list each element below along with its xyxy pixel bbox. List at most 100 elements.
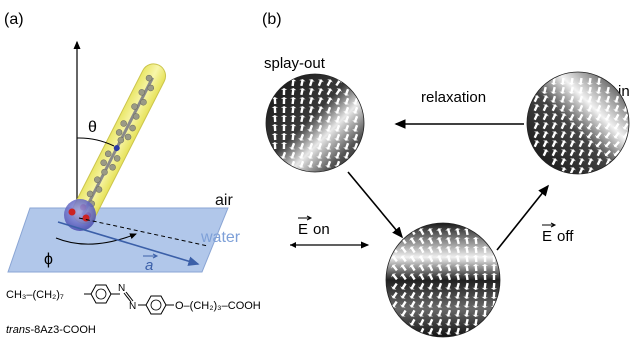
director-arrow xyxy=(445,318,452,326)
director-arrow xyxy=(400,273,407,281)
director-arrow xyxy=(326,97,333,105)
director-arrow xyxy=(409,282,416,290)
director-arrow xyxy=(334,97,341,105)
director-arrow xyxy=(436,327,443,335)
transition-arrow-down xyxy=(347,171,404,239)
director-arrow xyxy=(271,97,279,105)
director-arrow xyxy=(290,106,297,114)
director-arrow xyxy=(472,264,479,272)
transition-arrow-up xyxy=(496,184,549,251)
air-label: air xyxy=(215,192,233,209)
director-arrow xyxy=(280,88,288,96)
director-arrow xyxy=(605,158,612,166)
director-arrow xyxy=(569,122,576,130)
director-arrow xyxy=(427,309,434,317)
director-arrow xyxy=(326,79,333,87)
director-arrow xyxy=(569,158,576,166)
director-arrow xyxy=(271,124,279,132)
director-arrow xyxy=(391,291,398,299)
director-arrow xyxy=(427,318,434,326)
director-arrow xyxy=(463,300,470,308)
director-arrow xyxy=(409,255,416,263)
director-arrow xyxy=(541,86,548,94)
director-arrow xyxy=(577,77,584,85)
director-arrow xyxy=(586,95,593,103)
director-arrow xyxy=(299,79,306,87)
director-arrow xyxy=(445,273,452,281)
director-arrow xyxy=(472,282,479,290)
director-arrow xyxy=(352,142,359,150)
director-arrow xyxy=(454,282,461,290)
director-arrow xyxy=(595,113,602,121)
director-arrow xyxy=(445,282,452,290)
director-arrow xyxy=(317,79,324,87)
director-arrow xyxy=(542,113,549,121)
director-arrow xyxy=(307,142,314,150)
director-arrow xyxy=(298,160,305,168)
director-arrow xyxy=(391,300,398,308)
director-arrow xyxy=(569,140,576,148)
director-arrow xyxy=(533,122,540,130)
director-arrow xyxy=(436,273,443,281)
director-arrow xyxy=(454,309,461,317)
director-arrow xyxy=(271,115,279,123)
director-arrow xyxy=(325,133,332,141)
director-arrow xyxy=(280,115,288,123)
director-arrow xyxy=(427,255,434,263)
director-arrow xyxy=(325,106,332,114)
director-arrow xyxy=(427,228,434,236)
director-arrow xyxy=(343,142,350,150)
director-arrow xyxy=(307,151,314,159)
director-arrow xyxy=(299,124,306,132)
director-arrow xyxy=(596,158,603,166)
director-arrow xyxy=(436,228,443,236)
director-arrow xyxy=(560,113,567,121)
director-arrow xyxy=(290,79,297,87)
field-on-domain-disk xyxy=(385,222,501,338)
relaxation-label: relaxation xyxy=(421,89,486,106)
theta-label: θ xyxy=(88,119,97,136)
director-arrow xyxy=(472,300,479,308)
director-arrow xyxy=(391,255,398,263)
director-arrow xyxy=(299,115,306,123)
director-arrow xyxy=(551,140,558,148)
director-arrow xyxy=(445,300,452,308)
director-arrow xyxy=(400,309,407,317)
director-arrow xyxy=(418,228,425,236)
director-arrow xyxy=(490,282,498,290)
director-arrow xyxy=(604,113,611,121)
director-arrow xyxy=(290,97,297,105)
director-arrow xyxy=(577,113,584,121)
director-arrow xyxy=(335,88,342,96)
director-arrow xyxy=(481,273,489,281)
director-arrow xyxy=(622,131,629,139)
director-arrow xyxy=(454,273,461,281)
director-arrow xyxy=(550,95,557,103)
director-arrow xyxy=(578,149,585,157)
director-arrow xyxy=(463,309,470,317)
director-arrow xyxy=(560,131,567,139)
benzene-ring-2 xyxy=(145,295,167,315)
formula-right: O–(CH₂)₃–COOH xyxy=(175,300,261,312)
director-arrow xyxy=(481,300,488,308)
director-arrow xyxy=(418,309,425,317)
director-arrow xyxy=(445,309,452,317)
director-arrow xyxy=(334,106,341,114)
director-arrow xyxy=(481,264,489,272)
director-arrow xyxy=(343,88,350,96)
molecule-tube xyxy=(72,63,167,224)
director-arrow xyxy=(299,88,306,96)
director-arrow xyxy=(463,246,470,254)
director-arrow xyxy=(604,95,611,103)
director-arrow xyxy=(427,300,434,308)
phi-arc xyxy=(55,233,137,245)
director-arrow xyxy=(568,77,575,85)
director-arrow xyxy=(280,151,287,159)
azo-n2: N xyxy=(129,301,136,312)
director-arrow xyxy=(454,246,461,254)
director-arrow xyxy=(409,264,416,272)
director-arrow xyxy=(604,122,611,130)
director-arrow xyxy=(463,237,470,245)
director-arrow xyxy=(490,264,498,272)
